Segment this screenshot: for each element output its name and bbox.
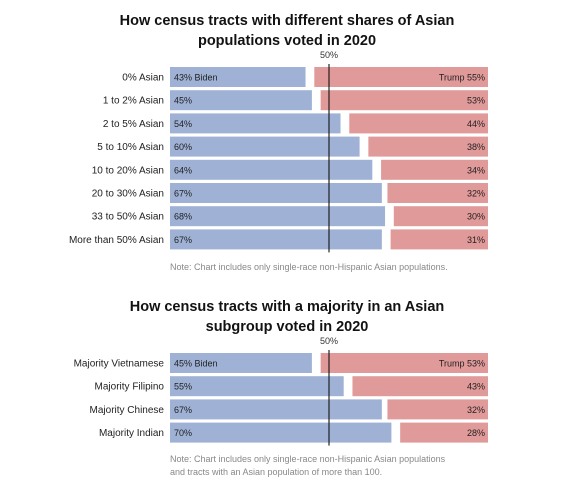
bar-biden xyxy=(170,376,344,397)
data-label-biden: 64% xyxy=(174,165,192,175)
chart-title-line: How census tracts with a majority in an … xyxy=(130,299,445,315)
bar-trump xyxy=(390,229,488,250)
category-label: 33 to 50% Asian xyxy=(92,212,164,223)
category-label: 1 to 2% Asian xyxy=(103,96,164,107)
chart-title-line: How census tracts with different shares … xyxy=(120,13,455,29)
category-label: 10 to 20% Asian xyxy=(92,165,164,176)
data-label-trump: Trump 55% xyxy=(439,73,485,83)
bar-trump xyxy=(387,399,488,420)
data-label-trump: 31% xyxy=(467,235,485,245)
data-label-trump: 44% xyxy=(467,119,485,129)
bar-biden xyxy=(170,206,386,227)
data-label-biden: 54% xyxy=(174,119,192,129)
category-label: Majority Chinese xyxy=(90,405,165,416)
category-label: 2 to 5% Asian xyxy=(103,119,164,130)
data-label-biden: 60% xyxy=(174,142,192,152)
category-label: 5 to 10% Asian xyxy=(97,142,164,153)
midline-label: 50% xyxy=(320,50,338,60)
bar-biden xyxy=(170,353,312,373)
data-label-biden: 70% xyxy=(174,428,192,438)
bar-trump xyxy=(314,67,488,87)
category-label: Majority Filipino xyxy=(95,382,165,393)
chart-title-line: subgroup voted in 2020 xyxy=(206,319,369,335)
data-label-trump: 34% xyxy=(467,165,485,175)
bar-biden xyxy=(170,159,373,180)
chart-1: How census tracts with different shares … xyxy=(69,13,488,272)
bar-trump xyxy=(400,422,488,443)
midline-label: 50% xyxy=(320,336,338,346)
data-label-biden: 67% xyxy=(174,235,192,245)
data-label-trump: 53% xyxy=(467,96,485,106)
bar-biden xyxy=(170,399,382,420)
data-label-biden: 68% xyxy=(174,212,192,222)
data-label-biden: 45% xyxy=(174,96,192,106)
bar-trump xyxy=(393,206,488,227)
data-label-biden: 45% Biden xyxy=(174,359,218,369)
bar-trump xyxy=(381,159,488,180)
chart-note-line: and tracts with an Asian population of m… xyxy=(170,467,382,477)
chart-2: How census tracts with a majority in an … xyxy=(74,299,488,477)
data-label-trump: Trump 53% xyxy=(439,359,485,369)
chart-note-line: Note: Chart includes only single-race no… xyxy=(170,262,448,272)
bar-trump xyxy=(387,183,488,203)
category-label: More than 50% Asian xyxy=(69,235,164,246)
bar-trump xyxy=(320,90,488,111)
data-label-trump: 43% xyxy=(467,382,485,392)
data-label-trump: 32% xyxy=(467,189,485,199)
data-label-biden: 43% Biden xyxy=(174,73,218,83)
chart-title-line: populations voted in 2020 xyxy=(198,33,376,49)
chart-note-line: Note: Chart includes only single-race no… xyxy=(170,454,446,464)
data-label-trump: 32% xyxy=(467,405,485,415)
data-label-trump: 28% xyxy=(467,428,485,438)
bar-biden xyxy=(170,67,306,87)
bar-biden xyxy=(170,422,392,443)
category-label: Majority Vietnamese xyxy=(74,359,165,370)
data-label-biden: 67% xyxy=(174,405,192,415)
bar-biden xyxy=(170,113,341,134)
category-label: Majority Indian xyxy=(99,428,164,439)
bar-biden xyxy=(170,136,360,157)
data-label-biden: 67% xyxy=(174,189,192,199)
bar-biden xyxy=(170,183,382,203)
bar-trump xyxy=(349,113,488,134)
bar-trump xyxy=(320,353,488,373)
bar-biden xyxy=(170,90,312,111)
data-label-biden: 55% xyxy=(174,382,192,392)
bar-trump xyxy=(352,376,488,397)
data-label-trump: 38% xyxy=(467,142,485,152)
category-label: 20 to 30% Asian xyxy=(92,189,164,200)
data-label-trump: 30% xyxy=(467,212,485,222)
category-label: 0% Asian xyxy=(122,73,164,84)
bar-trump xyxy=(368,136,488,157)
bar-biden xyxy=(170,229,382,250)
